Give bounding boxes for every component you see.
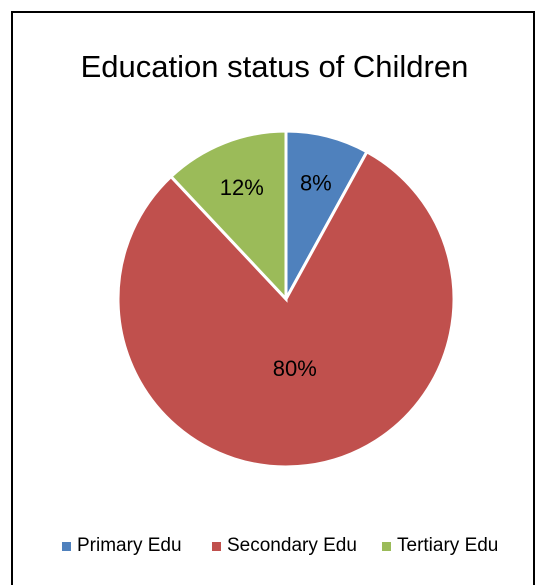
- legend-swatch: [62, 541, 71, 551]
- legend-label: Secondary Edu: [227, 535, 357, 556]
- legend-item-secondary-edu: Secondary Edu: [212, 534, 357, 558]
- pie-slice-tertiary-edu: [168, 129, 288, 303]
- pie-slice-secondary-edu: [116, 149, 456, 469]
- data-label-tertiary-edu: 12%: [220, 175, 264, 200]
- legend-label: Primary Edu: [77, 535, 182, 556]
- data-label-secondary-edu: 80%: [273, 356, 317, 381]
- legend-swatch: [382, 541, 391, 551]
- legend-swatch: [212, 541, 221, 551]
- data-label-primary-edu: 8%: [300, 170, 332, 195]
- legend-item-tertiary-edu: Tertiary Edu: [382, 534, 498, 558]
- legend-item-primary-edu: Primary Edu: [62, 534, 182, 558]
- legend-label: Tertiary Edu: [397, 535, 499, 556]
- chart-title: Education status of Children: [80, 49, 469, 84]
- chart-legend: Primary Edu Secondary Edu Tertiary Edu: [0, 534, 549, 558]
